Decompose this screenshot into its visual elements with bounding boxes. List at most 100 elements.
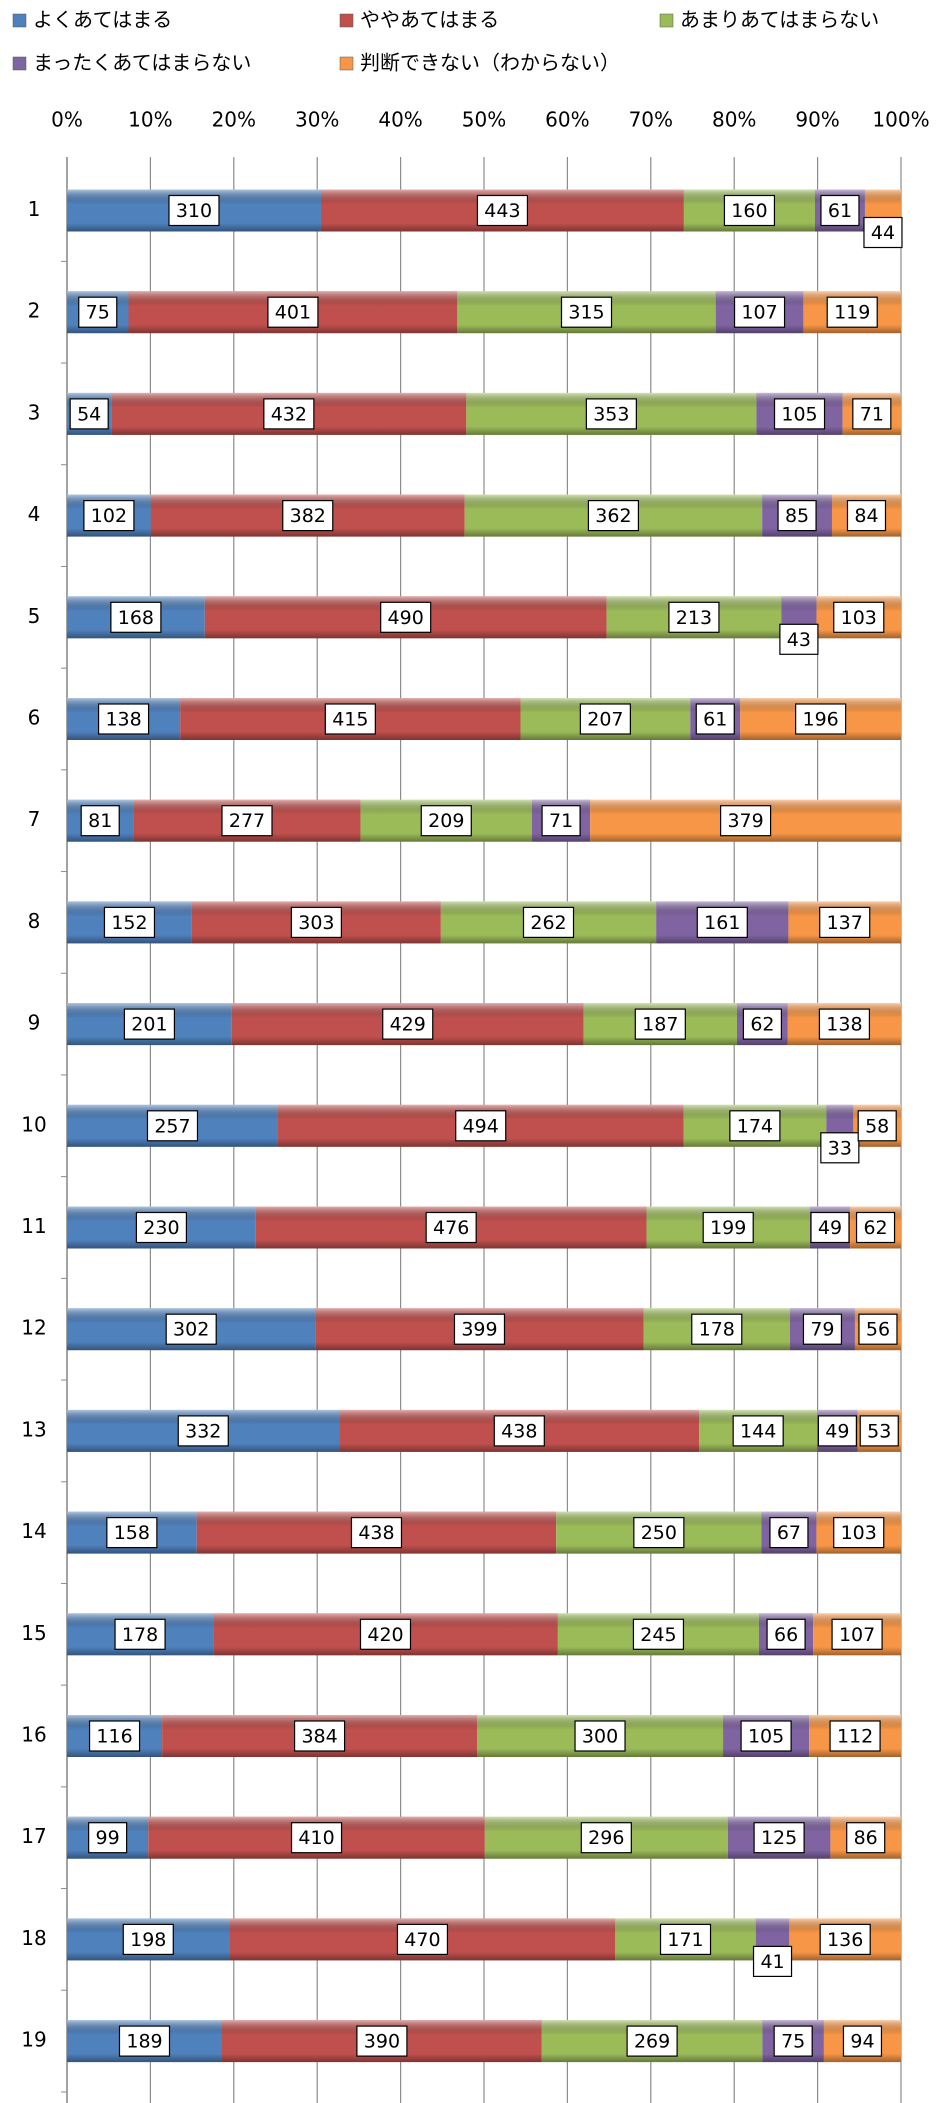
data-label: 67 (777, 1522, 801, 1544)
legend-label: ややあてはまる (360, 8, 499, 32)
data-label: 44 (871, 222, 895, 244)
label-box (855, 1211, 896, 1244)
data-label: 362 (595, 505, 631, 527)
legend-label: 判断できない（わからない） (360, 51, 620, 75)
data-label: 332 (185, 1420, 221, 1442)
data-label: 86 (854, 1827, 878, 1849)
y-tick-label: 7 (28, 807, 41, 831)
label-box (106, 1516, 158, 1549)
label-box (290, 1822, 343, 1854)
label-box (177, 1415, 229, 1447)
legend-swatch (339, 56, 354, 71)
label-box (282, 500, 334, 532)
legend-swatch (339, 13, 354, 28)
label-box (97, 703, 150, 735)
label-box (476, 194, 529, 227)
label-box (668, 601, 720, 633)
label-box (857, 1110, 897, 1142)
data-label: 58 (865, 1115, 889, 1137)
label-box (324, 703, 376, 735)
data-label: 213 (676, 607, 712, 629)
data-label: 49 (825, 1420, 849, 1442)
label-box (729, 1110, 781, 1142)
label-box (135, 1211, 187, 1244)
data-label: 198 (130, 1929, 166, 1951)
legend-swatch (12, 13, 27, 28)
y-tick-label: 2 (28, 299, 41, 323)
data-label: 136 (827, 1929, 863, 1951)
data-label: 490 (388, 607, 424, 629)
x-tick-label: 70% (629, 108, 673, 132)
label-box (541, 805, 581, 837)
data-label: 81 (88, 810, 112, 832)
data-label: 62 (750, 1014, 774, 1036)
data-label: 61 (703, 709, 727, 731)
label-box (659, 1923, 712, 1956)
data-label: 71 (860, 403, 884, 425)
label-box (863, 216, 903, 249)
data-label: 300 (582, 1726, 618, 1748)
y-tick-label: 12 (21, 1316, 46, 1340)
data-label: 107 (741, 302, 777, 324)
label-box (691, 1313, 743, 1345)
x-tick-label: 10% (128, 108, 172, 132)
data-label: 174 (737, 1115, 773, 1137)
label-box (382, 1008, 434, 1040)
data-label: 43 (787, 629, 811, 651)
data-label: 53 (867, 1420, 891, 1442)
label-box (560, 296, 613, 328)
data-label: 199 (710, 1217, 746, 1239)
label-box (420, 805, 472, 837)
label-box (88, 1720, 141, 1752)
label-box (777, 500, 817, 532)
x-tick-label: 30% (295, 108, 339, 132)
x-tick-label: 20% (212, 108, 256, 132)
data-label: 75 (781, 2031, 805, 2053)
label-box (817, 1415, 857, 1447)
y-tick-label: 18 (21, 1926, 46, 1950)
label-box (221, 805, 273, 837)
label-box (742, 1008, 783, 1040)
label-box (732, 1415, 784, 1447)
data-label: 438 (358, 1522, 394, 1544)
legend-swatch (659, 13, 674, 28)
data-label: 75 (86, 302, 110, 324)
label-box (695, 703, 735, 735)
label-box (267, 296, 319, 328)
label-box (810, 1211, 850, 1244)
data-label: 152 (111, 912, 147, 934)
x-tick-label: 50% (462, 108, 506, 132)
y-tick-label: 1 (28, 197, 41, 221)
data-label: 103 (841, 1522, 877, 1544)
label-box (290, 906, 342, 939)
data-label: 54 (77, 403, 101, 425)
label-box (626, 2025, 678, 2057)
label-box (263, 398, 315, 430)
label-box (702, 1211, 754, 1244)
y-tick-label: 8 (28, 909, 41, 933)
label-box (103, 906, 156, 939)
data-label: 158 (114, 1522, 150, 1544)
label-box (493, 1415, 545, 1447)
data-label: 303 (298, 912, 334, 934)
y-tick-label: 15 (21, 1621, 46, 1645)
data-label: 84 (854, 505, 878, 527)
data-label: 61 (828, 200, 852, 222)
data-label: 66 (774, 1624, 798, 1646)
label-box (859, 1415, 899, 1447)
data-label: 410 (298, 1827, 334, 1849)
y-tick-label: 17 (21, 1824, 46, 1848)
data-label: 310 (176, 200, 212, 222)
label-box (579, 703, 631, 735)
label-box (168, 194, 220, 227)
y-tick-label: 14 (21, 1519, 46, 1543)
label-box (852, 398, 892, 430)
label-box (69, 398, 109, 430)
label-box (110, 601, 162, 633)
data-label: 230 (143, 1217, 179, 1239)
data-label: 103 (841, 607, 877, 629)
label-box (146, 1110, 199, 1142)
y-tick-label: 3 (28, 400, 41, 424)
label-box (795, 703, 847, 735)
data-label: 119 (834, 302, 870, 324)
